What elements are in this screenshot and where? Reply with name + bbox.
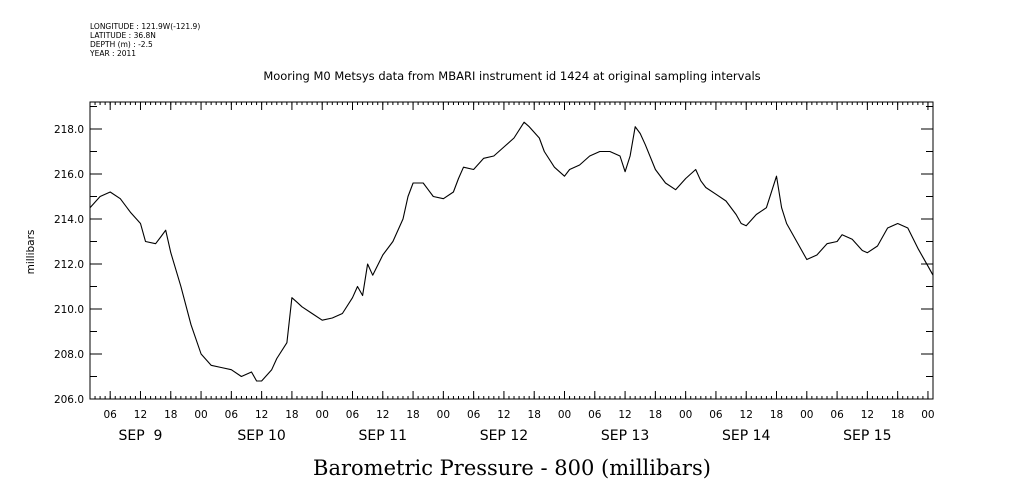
x-tick-label: 00 bbox=[679, 409, 692, 421]
longitude-label: LONGITUDE : 121.9W(-121.9) bbox=[90, 22, 201, 31]
x-tick-label: 18 bbox=[770, 409, 783, 421]
x-tick-label: 12 bbox=[497, 409, 510, 421]
y-axis-label: millibars bbox=[25, 230, 37, 275]
x-day-label: SEP 13 bbox=[601, 428, 649, 444]
y-tick-label: 218.0 bbox=[54, 124, 84, 136]
pressure-line bbox=[89, 121, 934, 382]
x-tick-label: 00 bbox=[316, 409, 329, 421]
x-day-label: SEP 14 bbox=[722, 428, 771, 444]
x-day-label: SEP 12 bbox=[480, 428, 528, 444]
x-tick-label: 00 bbox=[558, 409, 571, 421]
x-tick-label: 00 bbox=[800, 409, 813, 421]
x-tick-label: 12 bbox=[255, 409, 268, 421]
depth-label: DEPTH (m) : -2.5 bbox=[90, 40, 153, 49]
latitude-label: LATITUDE : 36.8N bbox=[90, 31, 156, 40]
x-tick-label: 12 bbox=[740, 409, 753, 421]
x-tick-label: 18 bbox=[164, 409, 177, 421]
x-tick-label: 12 bbox=[861, 409, 874, 421]
axes-group: 06 12 18 00 06 12 18 00 06 12 18 00 06 12 18 00 06 12 18 00… bbox=[54, 101, 935, 444]
y-tick-label: 212.0 bbox=[54, 259, 84, 271]
y-tick-label: 206.0 bbox=[54, 394, 84, 406]
x-tick-label: 18 bbox=[891, 409, 904, 421]
mooring-metadata: LONGITUDE : 121.9W(-121.9) LATITUDE : 36… bbox=[90, 22, 200, 58]
y-tick-label: 216.0 bbox=[54, 169, 84, 181]
x-tick-label: 18 bbox=[649, 409, 662, 421]
chart-title: Mooring M0 Metsys data from MBARI instru… bbox=[263, 69, 760, 83]
series-group bbox=[89, 121, 934, 382]
x-tick-label: 00 bbox=[921, 409, 934, 421]
y-tick-label: 208.0 bbox=[54, 349, 84, 361]
y-tick-label: 210.0 bbox=[54, 304, 84, 316]
x-tick-label: 18 bbox=[285, 409, 298, 421]
x-tick-label: 12 bbox=[134, 409, 147, 421]
y-tick-label: 214.0 bbox=[54, 214, 84, 226]
x-tick-label: 12 bbox=[618, 409, 631, 421]
x-tick-label: 06 bbox=[467, 409, 481, 421]
year-label: YEAR : 2011 bbox=[90, 49, 137, 58]
x-tick-label: 06 bbox=[104, 409, 118, 421]
x-day-label: SEP 10 bbox=[237, 428, 285, 444]
x-day-label: SEP 9 bbox=[118, 428, 162, 444]
plot-frame bbox=[89, 101, 934, 400]
x-tick-label: 18 bbox=[406, 409, 419, 421]
x-tick-label: 00 bbox=[194, 409, 207, 421]
x-day-label: SEP 11 bbox=[359, 428, 407, 444]
x-day-label: SEP 15 bbox=[843, 428, 891, 444]
x-tick-label: 06 bbox=[346, 409, 360, 421]
x-tick-label: 06 bbox=[709, 409, 723, 421]
x-tick-label: 12 bbox=[376, 409, 389, 421]
x-tick-label: 06 bbox=[830, 409, 844, 421]
x-tick-label: 06 bbox=[588, 409, 602, 421]
x-axis-title: Barometric Pressure - 800 (millibars) bbox=[313, 456, 711, 480]
x-tick-label: 06 bbox=[225, 409, 239, 421]
x-tick-label: 00 bbox=[437, 409, 450, 421]
x-tick-label: 18 bbox=[528, 409, 541, 421]
